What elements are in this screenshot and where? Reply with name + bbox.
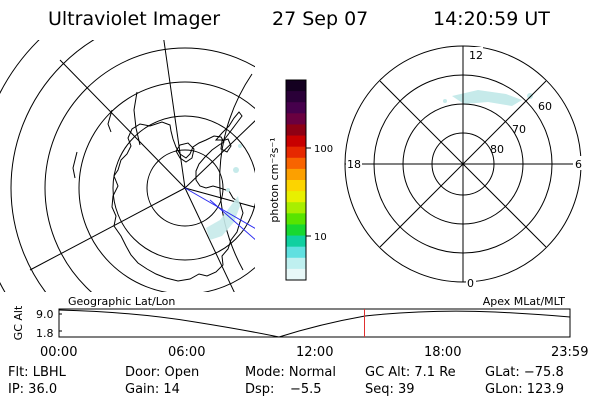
observation-time: 14:20:59 UT [433,8,550,30]
colorbar-segment [286,268,306,281]
timeline-ytick-bottom: 1.8 [36,327,54,340]
colorbar-segment [286,113,306,126]
xtick-0000: 00:00 [40,345,78,360]
colorbar-segment [286,146,306,159]
colorbar-unit-label: photon cm⁻²s⁻¹ [268,137,281,222]
colorbar-segment [286,180,306,192]
aurora-emission [206,144,242,240]
mlt-label-18: 18 [347,158,361,171]
colorbar-segment [286,235,306,248]
latitude-circles [0,40,255,292]
mlat-label-70: 70 [512,123,526,136]
mlt-label-6: 6 [575,158,582,171]
colorbar-segment [286,257,306,270]
right-map-label: Apex MLat/MLT [483,295,566,308]
colorbar-segment [286,102,306,114]
earth-limb [219,73,253,271]
xtick-1200: 12:00 [296,345,334,360]
timeline-ytick-top: 9.0 [36,308,54,321]
colorbar-segment [286,157,306,170]
mlt-grid-lines [345,46,581,282]
mode-status: Mode: Normal [245,365,336,380]
longitude-lines [29,40,255,292]
xtick-1800: 18:00 [424,345,462,360]
mlat-label-60: 60 [538,100,552,113]
seq-status: Seq: 39 [365,382,415,397]
aurora-emission-mag [443,90,533,106]
mlt-label-0: 0 [467,277,474,290]
altitude-curve [58,309,571,338]
colorbar [286,80,306,281]
colorbar-frame [285,79,307,281]
instrument-title: Ultraviolet Imager [48,8,221,30]
magnetic-map: 12 0 18 6 60 70 80 [344,45,583,290]
colorbar-segment [286,224,306,237]
observation-date: 27 Sep 07 [272,8,369,30]
dsp-label: Dsp: [245,382,275,397]
antarctica-coastline [72,91,244,282]
timeline-ticks [59,313,62,332]
glat-status: GLat: −75.8 [485,365,564,380]
gain-status: Gain: 14 [125,382,180,397]
mlat-label-80: 80 [490,143,504,156]
xtick-2359: 23:59 [551,345,589,360]
colorbar-segment [286,135,306,148]
colorbar-segment [286,213,306,226]
gc-alt-status: GC Alt: 7.1 Re [365,365,456,380]
colorbar-segment [286,191,306,203]
colorbar-segment [286,202,306,214]
dsp-value: −5.5 [290,382,322,397]
altitude-timeline [58,308,571,338]
ip-status: IP: 36.0 [8,382,58,397]
colorbar-segment [286,124,306,137]
colorbar-segment [286,91,306,103]
mlt-label-12: 12 [469,49,483,62]
xtick-0600: 06:00 [168,345,206,360]
left-map-label: Geographic Lat/Lon [68,295,175,308]
glon-status: GLon: 123.9 [485,382,565,397]
sun-direction-lines [184,187,255,241]
geographic-map [0,40,255,292]
colorbar-ticks [306,147,311,237]
colorbar-segment [286,168,306,181]
timeline-frame [58,308,571,338]
colorbar-tick-100: 100 [314,144,333,155]
colorbar-tick-10: 10 [314,232,327,243]
timeline-ylabel: GC Alt [12,305,25,340]
filter-status: Flt: LBHL [8,365,66,380]
door-status: Door: Open [125,365,200,380]
colorbar-segment [286,246,306,259]
colorbar-segment [286,80,306,92]
